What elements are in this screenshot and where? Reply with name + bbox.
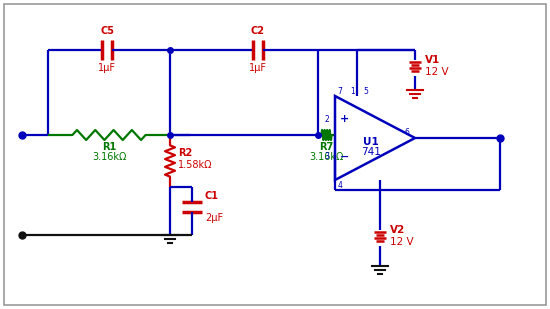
Text: C1: C1 [205, 191, 219, 201]
Text: C2: C2 [251, 26, 265, 36]
Text: 4: 4 [338, 180, 343, 189]
Text: 6: 6 [405, 128, 409, 137]
Text: 1: 1 [350, 87, 355, 95]
Text: 1μF: 1μF [98, 63, 116, 73]
Text: 3.16kΩ: 3.16kΩ [309, 152, 344, 162]
Text: 7: 7 [338, 87, 343, 95]
Text: R7: R7 [320, 142, 334, 152]
Text: 3: 3 [324, 152, 329, 161]
Text: 1.58kΩ: 1.58kΩ [178, 160, 212, 170]
Text: 3.16kΩ: 3.16kΩ [92, 152, 126, 162]
Text: V2: V2 [390, 225, 405, 235]
Text: V1: V1 [425, 55, 440, 65]
Text: +: + [340, 114, 350, 124]
Text: R2: R2 [178, 148, 192, 158]
Text: 2: 2 [324, 115, 329, 124]
Text: U1: U1 [363, 137, 379, 147]
Text: R1: R1 [102, 142, 116, 152]
Text: 741: 741 [361, 147, 381, 157]
Text: C5: C5 [100, 26, 114, 36]
Text: 12 V: 12 V [425, 67, 449, 77]
Text: 1μF: 1μF [249, 63, 267, 73]
Text: 12 V: 12 V [390, 237, 414, 247]
Text: −: − [340, 152, 350, 162]
FancyBboxPatch shape [4, 4, 546, 305]
Text: 5: 5 [364, 87, 368, 95]
Text: 2μF: 2μF [205, 213, 223, 223]
